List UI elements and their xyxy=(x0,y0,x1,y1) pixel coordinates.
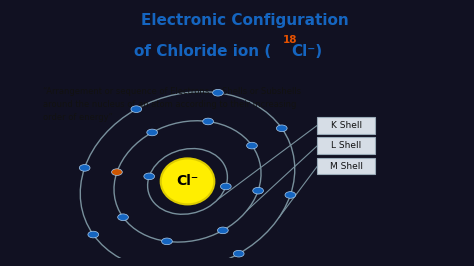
Text: K Shell: K Shell xyxy=(331,121,362,130)
Circle shape xyxy=(285,192,296,198)
Circle shape xyxy=(246,142,257,149)
Text: Electronic Configuration: Electronic Configuration xyxy=(141,13,349,28)
Circle shape xyxy=(253,187,264,194)
Circle shape xyxy=(213,89,223,96)
Circle shape xyxy=(131,106,142,113)
Circle shape xyxy=(88,231,99,238)
Text: Cl⁻: Cl⁻ xyxy=(176,174,199,188)
Circle shape xyxy=(203,118,213,125)
Circle shape xyxy=(220,183,231,190)
Text: M Shell: M Shell xyxy=(330,161,363,171)
FancyBboxPatch shape xyxy=(318,137,375,154)
Circle shape xyxy=(218,227,228,234)
Ellipse shape xyxy=(161,159,214,204)
Text: of Chloride ion (: of Chloride ion ( xyxy=(134,44,274,59)
Circle shape xyxy=(147,129,157,136)
Circle shape xyxy=(118,214,128,221)
FancyBboxPatch shape xyxy=(318,158,375,174)
Circle shape xyxy=(111,169,122,176)
FancyBboxPatch shape xyxy=(318,117,375,134)
Circle shape xyxy=(233,250,244,257)
Circle shape xyxy=(276,125,287,132)
Text: 18: 18 xyxy=(283,35,298,45)
Text: L Shell: L Shell xyxy=(331,141,361,150)
Circle shape xyxy=(79,165,90,171)
Text: Cl⁻): Cl⁻) xyxy=(292,44,323,59)
Circle shape xyxy=(144,173,155,180)
Circle shape xyxy=(162,238,172,245)
Text: “Arrangement or sequence of Electrons in Shells or Subshells
around the nucleus : “Arrangement or sequence of Electrons in… xyxy=(43,87,301,122)
